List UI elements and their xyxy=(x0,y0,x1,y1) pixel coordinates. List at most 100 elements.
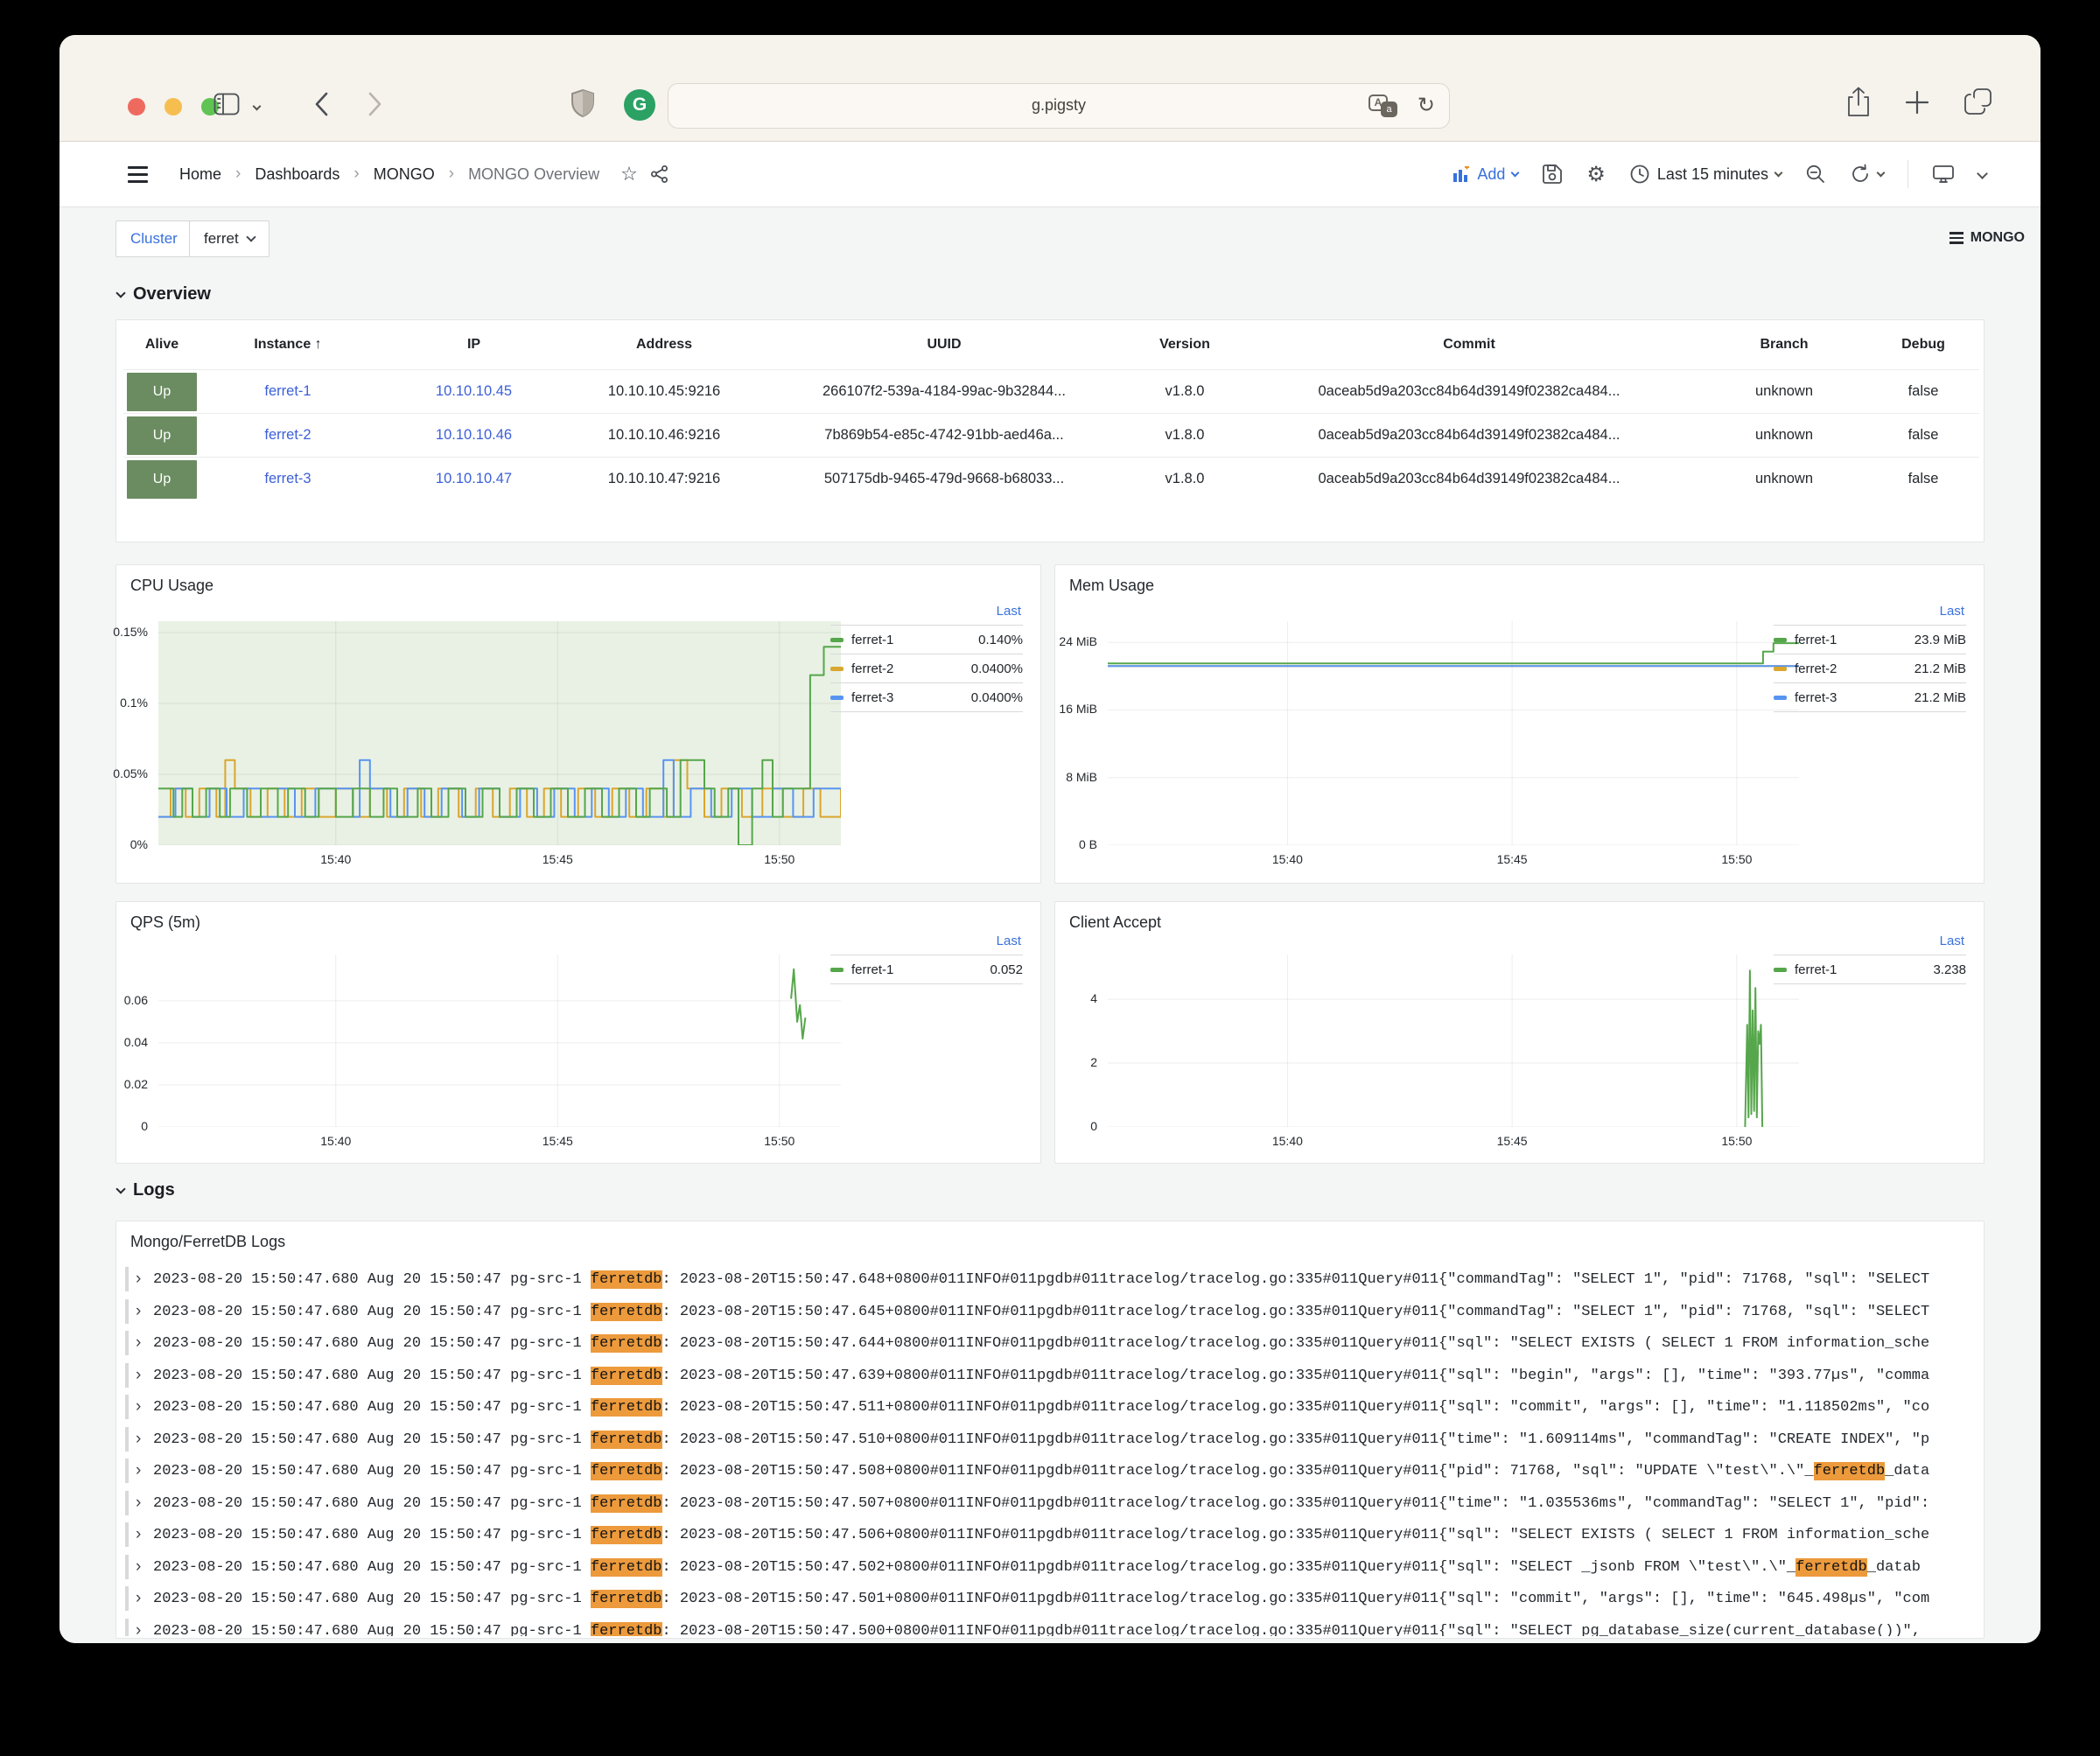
log-text: 2023-08-20 15:50:47.680 Aug 20 15:50:47 … xyxy=(153,1302,1930,1321)
log-row[interactable]: › 2023-08-20 15:50:47.680 Aug 20 15:50:47… xyxy=(123,1360,1982,1392)
column-header[interactable]: Address xyxy=(635,337,693,352)
cell-ip[interactable]: 10.10.10.47 xyxy=(435,471,513,486)
cell-ip[interactable]: 10.10.10.45 xyxy=(435,383,513,399)
legend-item[interactable]: ferret-3 0.0400% xyxy=(830,682,1023,711)
log-row[interactable]: › 2023-08-20 15:50:47.680 Aug 20 15:50:47… xyxy=(123,1519,1982,1551)
expand-log-icon[interactable]: › xyxy=(136,1429,142,1448)
tab-overview-icon[interactable] xyxy=(1964,87,1993,115)
overview-table-panel: Alive Instance ↑ IP Address UUID Version Commi… xyxy=(116,319,1984,542)
breadcrumb-mongo[interactable]: MONGO xyxy=(373,164,435,183)
dashboard-links-mongo[interactable]: MONGO xyxy=(1949,230,2025,246)
legend-item[interactable]: ferret-3 21.2 MiB xyxy=(1774,682,1966,711)
plot-area[interactable] xyxy=(1108,621,1799,845)
sidebar-toggle-icon[interactable] xyxy=(214,93,240,115)
expand-log-icon[interactable]: › xyxy=(136,1397,142,1416)
log-row[interactable]: › 2023-08-20 15:50:47.680 Aug 20 15:50:47… xyxy=(123,1424,1982,1456)
column-header[interactable]: IP xyxy=(466,337,481,352)
column-header[interactable]: Instance ↑ xyxy=(254,337,322,352)
save-dashboard-icon[interactable] xyxy=(1542,164,1563,185)
breadcrumb-dashboards[interactable]: Dashboards xyxy=(255,164,340,183)
column-header[interactable]: Version xyxy=(1159,337,1210,352)
add-button[interactable]: Add xyxy=(1452,165,1520,184)
column-header[interactable]: Alive xyxy=(144,337,179,352)
expand-log-icon[interactable]: › xyxy=(136,1301,142,1320)
refresh-button[interactable] xyxy=(1850,164,1886,185)
cluster-variable-select[interactable]: ferret xyxy=(189,220,270,257)
plot-area[interactable] xyxy=(1108,955,1799,1127)
section-overview[interactable]: Overview xyxy=(116,284,211,304)
log-row[interactable]: › 2023-08-20 15:50:47.680 Aug 20 15:50:47… xyxy=(123,1583,1982,1615)
column-header[interactable]: UUID xyxy=(927,337,962,352)
legend-item[interactable]: ferret-1 23.9 MiB xyxy=(1774,625,1966,654)
cell-ip[interactable]: 10.10.10.46 xyxy=(435,427,513,443)
sidebar-chevron-icon[interactable] xyxy=(252,98,262,114)
legend-item[interactable]: ferret-2 21.2 MiB xyxy=(1774,654,1966,682)
legend-item[interactable]: ferret-1 0.140% xyxy=(830,625,1023,654)
breadcrumb-separator: › xyxy=(235,164,242,183)
cell-instance[interactable]: ferret-2 xyxy=(264,427,312,443)
toolbar-more-chevron[interactable] xyxy=(1977,166,1988,182)
breadcrumb-home[interactable]: Home xyxy=(179,164,222,183)
share-dashboard-icon[interactable] xyxy=(650,164,669,184)
legend-item[interactable]: ferret-2 0.0400% xyxy=(830,654,1023,682)
panel-title: Client Accept xyxy=(1069,913,1162,931)
legend-header[interactable]: Last xyxy=(1939,934,1964,948)
x-tick-label: 15:40 xyxy=(320,1134,352,1148)
chevron-down-icon xyxy=(246,232,256,242)
kiosk-tv-icon[interactable] xyxy=(1932,164,1955,185)
grammarly-extension-icon[interactable]: G xyxy=(624,89,655,121)
share-icon[interactable] xyxy=(1844,86,1872,119)
legend-item[interactable]: ferret-1 3.238 xyxy=(1774,955,1966,983)
time-range-picker[interactable]: Last 15 minutes xyxy=(1629,164,1783,185)
cluster-variable-label[interactable]: Cluster xyxy=(116,220,192,257)
log-row[interactable]: › 2023-08-20 15:50:47.680 Aug 20 15:50:47… xyxy=(123,1327,1982,1360)
column-header[interactable]: Debug xyxy=(1901,337,1945,352)
log-row[interactable]: › 2023-08-20 15:50:47.680 Aug 20 15:50:47… xyxy=(123,1391,1982,1424)
cell-commit: 0aceab5d9a203cc84b64d39149f02382ca484... xyxy=(1318,427,1620,443)
expand-log-icon[interactable]: › xyxy=(136,1461,142,1480)
menu-icon[interactable] xyxy=(128,165,148,183)
expand-log-icon[interactable]: › xyxy=(136,1557,142,1576)
plot-area[interactable] xyxy=(158,955,841,1127)
expand-log-icon[interactable]: › xyxy=(136,1493,142,1512)
x-axis-labels: 15:40 15:45 15:50 xyxy=(158,1134,841,1151)
legend-header[interactable]: Last xyxy=(996,934,1021,948)
x-tick-label: 15:40 xyxy=(1271,852,1303,866)
series-last-value: 0.0400% xyxy=(970,689,1023,705)
favorite-star-icon[interactable]: ☆ xyxy=(620,163,638,185)
close-window-button[interactable] xyxy=(128,98,145,115)
log-row[interactable]: › 2023-08-20 15:50:47.680 Aug 20 15:50:47… xyxy=(123,1263,1982,1296)
expand-log-icon[interactable]: › xyxy=(136,1365,142,1384)
column-header[interactable]: Branch xyxy=(1760,337,1809,352)
cell-instance[interactable]: ferret-3 xyxy=(264,471,312,486)
section-logs[interactable]: Logs xyxy=(116,1180,175,1200)
expand-log-icon[interactable]: › xyxy=(136,1270,142,1288)
legend-header[interactable]: Last xyxy=(996,604,1021,619)
reload-icon[interactable]: ↻ xyxy=(1417,93,1435,117)
log-row[interactable]: › 2023-08-20 15:50:47.680 Aug 20 15:50:47… xyxy=(123,1296,1982,1328)
time-range-label: Last 15 minutes xyxy=(1656,164,1768,183)
log-row[interactable]: › 2023-08-20 15:50:47.680 Aug 20 15:50:47… xyxy=(123,1455,1982,1487)
legend-header[interactable]: Last xyxy=(1939,604,1964,619)
expand-log-icon[interactable]: › xyxy=(136,1525,142,1543)
expand-log-icon[interactable]: › xyxy=(136,1589,142,1607)
column-header[interactable]: Commit xyxy=(1443,337,1495,352)
plot-area[interactable] xyxy=(158,621,841,845)
cell-instance[interactable]: ferret-1 xyxy=(264,383,312,399)
grafana-toolbar: Home › Dashboards › MONGO › MONGO Overvi… xyxy=(60,142,2040,207)
back-icon[interactable] xyxy=(313,91,329,117)
privacy-shield-icon[interactable] xyxy=(570,88,595,118)
zoom-out-icon[interactable] xyxy=(1805,164,1826,185)
expand-log-icon[interactable]: › xyxy=(136,1333,142,1352)
expand-log-icon[interactable]: › xyxy=(136,1620,142,1637)
minimize-window-button[interactable] xyxy=(164,98,182,115)
dashboard-settings-icon[interactable]: ⚙ xyxy=(1586,162,1606,186)
log-row[interactable]: › 2023-08-20 15:50:47.680 Aug 20 15:50:47… xyxy=(123,1487,1982,1520)
new-tab-icon[interactable] xyxy=(1904,89,1930,115)
log-row[interactable]: › 2023-08-20 15:50:47.680 Aug 20 15:50:47… xyxy=(123,1551,1982,1584)
log-row[interactable]: › 2023-08-20 15:50:47.680 Aug 20 15:50:47… xyxy=(123,1615,1982,1637)
legend-item[interactable]: ferret-1 0.052 xyxy=(830,955,1023,983)
